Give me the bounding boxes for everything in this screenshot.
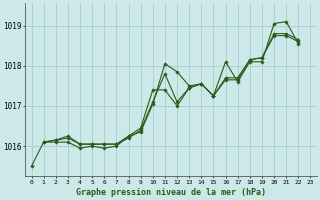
X-axis label: Graphe pression niveau de la mer (hPa): Graphe pression niveau de la mer (hPa) (76, 188, 266, 197)
